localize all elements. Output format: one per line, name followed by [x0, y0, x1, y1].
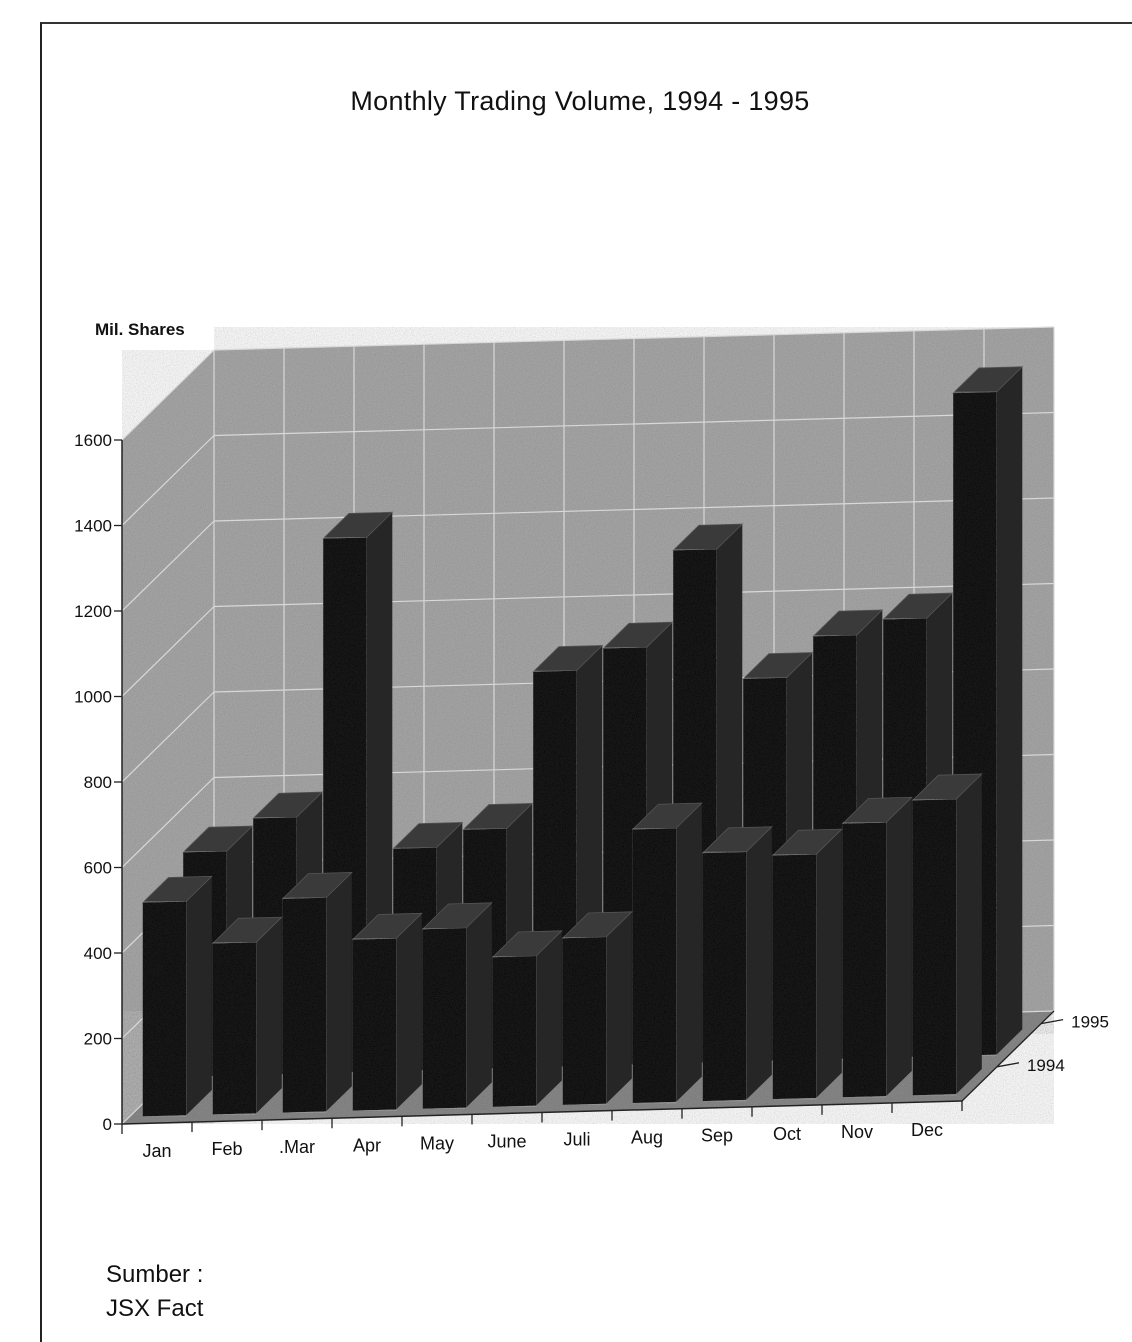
bar-1995-sep-side — [746, 826, 772, 1100]
y-tick-label: 1400 — [74, 517, 112, 536]
bar-1994-oct-top — [812, 609, 884, 637]
y-tick-label: 1000 — [74, 688, 112, 707]
x-tick-label: Nov — [841, 1122, 873, 1142]
bar-1995-aug-side — [676, 803, 702, 1102]
bar-1995-feb-front — [212, 942, 257, 1115]
bar-1995-jan-front — [142, 901, 187, 1117]
bar-1995-juli — [561, 911, 633, 1105]
bar-1995-june — [491, 930, 563, 1107]
bar-1994-apr-top — [392, 821, 464, 850]
bar-1995-mar — [281, 872, 353, 1113]
bar-1995-jan-side — [186, 876, 212, 1116]
grid-line-side — [121, 349, 215, 441]
bar-1995-dec — [911, 773, 983, 1096]
bar-1994-may-top — [462, 802, 534, 831]
axes: 0 200 400 600 800 1000 1200 1400 1600 Jan Feb .Mar A… — [74, 431, 1109, 1161]
y-tick-label: 600 — [84, 859, 112, 878]
bar-1994-dec-side — [996, 366, 1023, 1055]
bar-1995-apr — [351, 912, 423, 1111]
y-tick-label: 400 — [84, 944, 112, 963]
source-name: JSX Fact — [106, 1295, 204, 1322]
x-tick-label: Aug — [631, 1128, 663, 1148]
bar-1995-dec-front — [912, 799, 957, 1096]
y-tick-label: 200 — [84, 1030, 112, 1049]
bar-1994-june-top — [532, 644, 604, 673]
depth-axis-line — [961, 1010, 1055, 1102]
x-tick-label: May — [420, 1133, 454, 1153]
y-tick-label: 1600 — [74, 431, 112, 450]
bar-1995-nov-front — [842, 822, 887, 1098]
depth-tick — [996, 1062, 1020, 1068]
source-note: Sumber : JSX Fact — [106, 1258, 203, 1326]
bar-1994-aug-top — [672, 523, 744, 551]
bar-1995-nov-side — [886, 797, 912, 1097]
bar-1995-may — [421, 902, 493, 1109]
bar-1995-dec-side — [956, 773, 982, 1095]
bar-1995-oct-side — [816, 829, 842, 1098]
bar-1995-may-side — [466, 902, 492, 1108]
depth-tick-label: 1995 — [1071, 1013, 1109, 1032]
x-tick-label: Juli — [563, 1130, 590, 1150]
bar-1994-nov-top — [882, 592, 954, 620]
bar-1995-sep-front — [702, 851, 747, 1102]
y-tick-label: 0 — [103, 1115, 112, 1134]
y-tick-label: 800 — [84, 773, 112, 792]
bar-1995-june-front — [492, 956, 537, 1107]
x-tick-label: Jan — [142, 1141, 171, 1161]
depth-tick-label: 1994 — [1027, 1056, 1065, 1075]
grid-line-side — [121, 520, 215, 612]
grid-line-side — [121, 435, 215, 526]
bar-1995-sep — [701, 826, 773, 1102]
x-tick-label: June — [487, 1131, 526, 1151]
bar-1995-juli-side — [606, 911, 632, 1104]
bar-1995-oct-front — [772, 854, 817, 1100]
bar-1995-oct — [771, 828, 843, 1100]
bar-1995-apr-top — [351, 912, 423, 941]
x-tick-label: Sep — [701, 1126, 733, 1146]
bar-1995-june-side — [536, 930, 562, 1106]
bar-1994-sep-top — [742, 652, 814, 680]
x-tick-label: Feb — [211, 1139, 242, 1159]
chart-frame — [40, 22, 1132, 1342]
x-tick-label: .Mar — [279, 1137, 315, 1157]
grid-line-side — [121, 606, 215, 697]
x-tick-label: Apr — [353, 1135, 381, 1155]
x-tick-label: Dec — [911, 1120, 943, 1140]
bar-1995-apr-front — [352, 938, 397, 1111]
bar-1995-mar-side — [326, 872, 352, 1112]
series-1995-bars — [141, 773, 983, 1117]
bar-1995-feb-side — [256, 917, 282, 1114]
bar-1995-feb — [211, 916, 283, 1115]
bar-1995-may-front — [422, 928, 467, 1109]
y-tick-label: 1200 — [74, 602, 112, 621]
bar-1994-mar-top — [322, 511, 394, 540]
bar-1995-apr-side — [396, 913, 422, 1110]
bar-1995-juli-front — [562, 937, 607, 1105]
grid-line-side — [121, 777, 215, 868]
bar-1995-jan — [141, 875, 213, 1117]
source-label: Sumber : — [106, 1261, 204, 1288]
y-axis-label: Mil. Shares — [95, 320, 185, 339]
bar-1995-aug-front — [632, 828, 677, 1104]
bar-1995-may-top — [421, 902, 493, 930]
x-tick-label: Oct — [773, 1124, 801, 1144]
bar-1995-mar-front — [282, 897, 327, 1113]
chart-title: Monthly Trading Volume, 1994 - 1995 — [350, 86, 810, 116]
grid-line-side — [121, 691, 215, 783]
bar-1995-nov — [841, 796, 913, 1098]
bar-1995-aug — [631, 802, 703, 1104]
bar-1994-feb-top — [252, 791, 324, 819]
depth-tick — [1041, 1018, 1064, 1025]
